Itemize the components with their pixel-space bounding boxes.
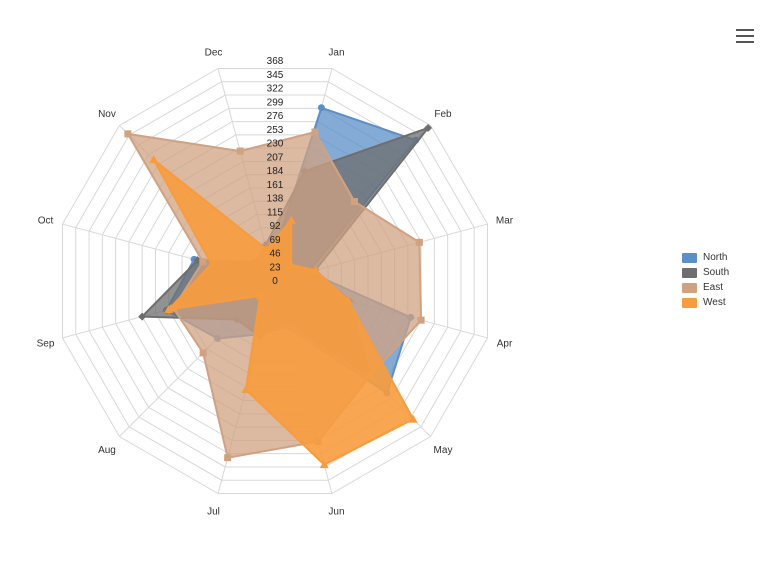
radial-tick-label: 345 [267, 70, 284, 81]
category-label: Jan [328, 47, 344, 58]
data-point[interactable] [350, 198, 358, 206]
category-label: Nov [98, 109, 116, 120]
data-point[interactable] [408, 414, 418, 423]
data-point[interactable] [286, 260, 296, 269]
category-label: Jul [207, 507, 220, 518]
category-label: May [434, 445, 453, 456]
data-point[interactable] [415, 238, 423, 246]
radial-tick-label: 322 [267, 84, 284, 95]
radial-tick-label: 299 [267, 97, 284, 108]
radial-tick-label: 115 [267, 207, 283, 218]
series-west[interactable] [149, 155, 418, 469]
data-point[interactable] [236, 147, 244, 155]
radial-tick-label: 253 [267, 125, 284, 136]
category-label: Sep [37, 338, 55, 349]
radial-tick-labels: 0 23 46 69 92 115 138 161 184 207 230 253 276 299 322 3… [267, 56, 284, 287]
radial-tick-label: 207 [267, 152, 284, 163]
legend-swatch [682, 267, 697, 278]
data-point[interactable] [310, 265, 320, 274]
legend-item-north[interactable]: North [682, 250, 729, 265]
legend-swatch [682, 252, 697, 263]
data-point[interactable] [164, 304, 174, 313]
category-label: Feb [434, 109, 452, 120]
data-point[interactable] [261, 244, 271, 253]
category-label: Mar [496, 216, 514, 227]
legend-swatch [682, 282, 697, 293]
data-point[interactable] [138, 312, 147, 321]
data-point[interactable] [124, 130, 132, 138]
category-labels: Jan Feb Mar Apr May Jun Jul Aug Sep Oct Nov Dec [37, 47, 514, 517]
data-point[interactable] [206, 259, 216, 268]
chart-menu-icon[interactable] [734, 26, 756, 46]
radial-tick-label: 161 [267, 180, 284, 191]
legend-item-east[interactable]: East [682, 280, 729, 295]
legend-label: North [703, 252, 728, 263]
data-point[interactable] [199, 349, 207, 357]
legend-item-west[interactable]: West [682, 295, 729, 310]
data-point[interactable] [343, 296, 353, 305]
legend-item-south[interactable]: South [682, 265, 729, 280]
category-label: Apr [497, 338, 513, 349]
radial-tick-label: 92 [269, 221, 281, 232]
radar-series [124, 104, 433, 469]
radial-tick-label: 23 [269, 262, 281, 273]
radial-tick-label: 46 [269, 249, 281, 260]
radial-tick-label: 276 [267, 111, 284, 122]
data-point[interactable] [319, 460, 329, 469]
data-point[interactable] [199, 258, 207, 266]
data-point[interactable] [241, 385, 251, 394]
data-point[interactable] [311, 128, 319, 136]
category-label: Jun [328, 507, 344, 518]
data-point[interactable] [149, 155, 159, 164]
data-point[interactable] [317, 104, 325, 112]
data-point[interactable] [417, 316, 425, 324]
radial-tick-label: 0 [272, 276, 278, 287]
data-point[interactable] [286, 215, 296, 224]
data-point[interactable] [424, 123, 433, 132]
chart-legend: North South East West [682, 250, 729, 310]
data-point[interactable] [224, 454, 232, 462]
radial-tick-label: 69 [269, 235, 281, 246]
legend-label: East [703, 282, 724, 293]
legend-label: West [703, 297, 726, 308]
radial-tick-label: 138 [267, 194, 284, 205]
radial-tick-label: 230 [267, 139, 284, 150]
category-label: Oct [38, 216, 54, 227]
category-label: Dec [205, 47, 223, 58]
radial-tick-label: 184 [267, 166, 284, 177]
legend-swatch [682, 297, 697, 308]
legend-label: South [703, 267, 730, 278]
data-point[interactable] [255, 291, 265, 300]
radial-tick-label: 368 [267, 56, 284, 67]
category-label: Aug [98, 445, 116, 456]
